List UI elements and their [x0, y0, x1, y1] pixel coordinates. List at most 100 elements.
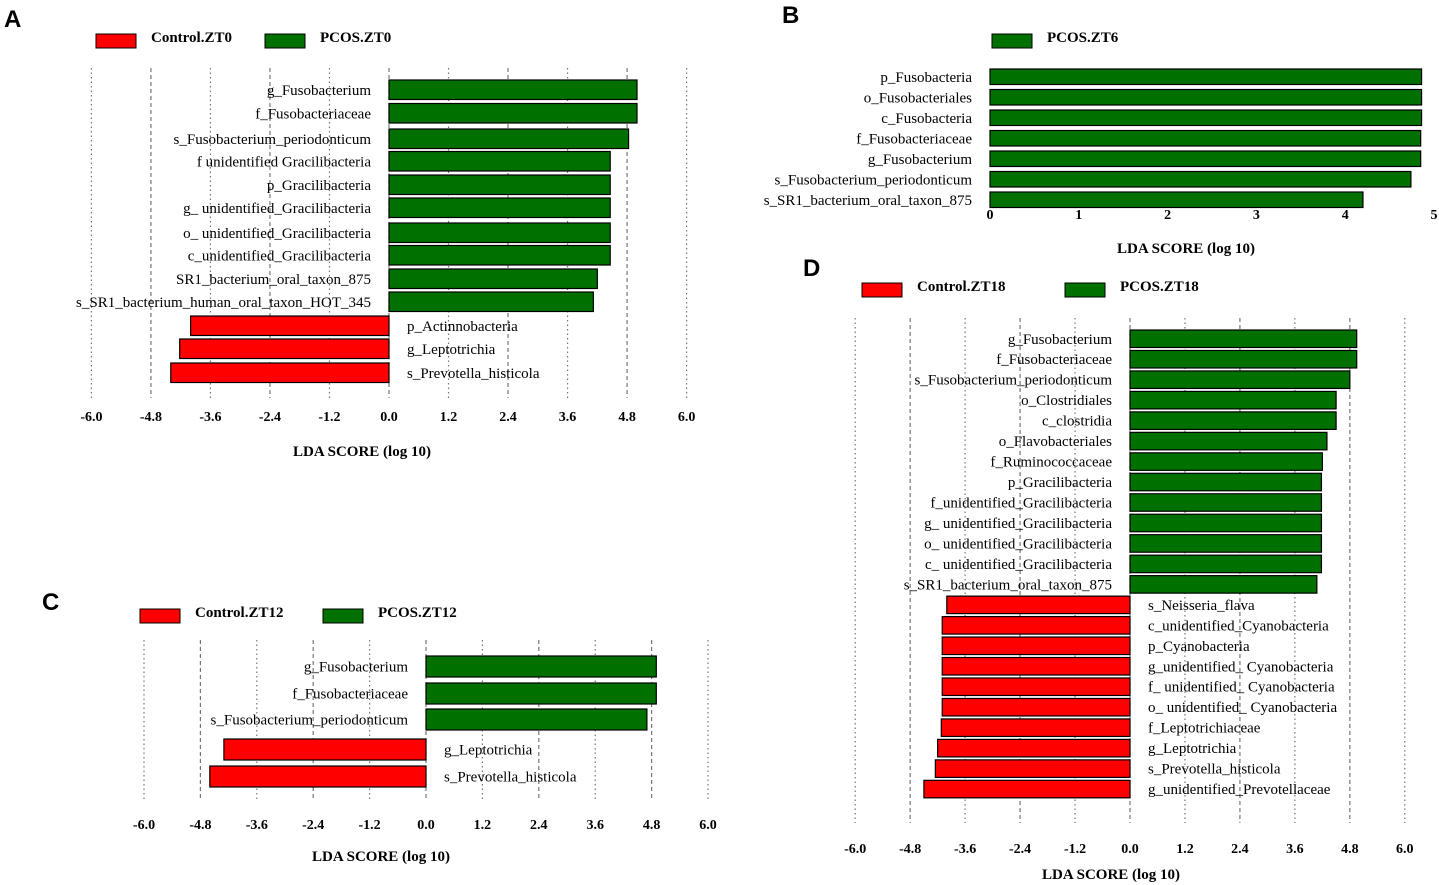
bar: [388, 197, 611, 219]
bar: [425, 682, 657, 705]
legend-label: PCOS.ZT12: [378, 605, 457, 621]
bar: [1129, 370, 1351, 390]
tick-label: -2.4: [302, 818, 324, 833]
legend-swatch: [1064, 282, 1106, 298]
tick-label: 1: [1075, 208, 1082, 223]
tick-label: 3.6: [586, 818, 604, 833]
bar: [1129, 349, 1358, 369]
legend-label: Control.ZT18: [917, 279, 1005, 295]
tick-label: 1.2: [440, 410, 458, 425]
bar-label: s_Fusobacterium_periodonticum: [915, 373, 1113, 389]
bar: [923, 779, 1131, 799]
tick-label: 6.0: [1396, 842, 1414, 857]
bar: [1129, 452, 1323, 471]
tick-label: -2.4: [259, 410, 281, 425]
bar-label: c_Fusobacteria: [881, 111, 972, 127]
bar: [1129, 513, 1323, 533]
bar: [388, 291, 594, 313]
bar: [937, 738, 1131, 758]
tick-label: 3.6: [1286, 842, 1304, 857]
tick-label: 6.0: [678, 410, 696, 425]
tick-label: 4.8: [1341, 842, 1359, 857]
bar-label: c_unidentified_Gracilibacteria: [188, 248, 372, 264]
bar: [425, 708, 648, 731]
bar: [1129, 431, 1328, 451]
tick-label: -3.6: [246, 818, 268, 833]
bar: [223, 738, 427, 761]
bar: [388, 174, 611, 196]
bar: [388, 79, 638, 101]
panel-letter: D: [803, 255, 820, 282]
tick-label: 4.8: [618, 410, 636, 425]
tick-label: 2.4: [530, 818, 548, 833]
bar: [989, 150, 1422, 168]
bar-label: o_Fusobacteriales: [864, 90, 972, 106]
bar: [946, 595, 1131, 615]
panel-c: C Control.ZT12 PCOS.ZT12 g_Fusobacterium f_F…: [42, 589, 717, 865]
bar-label: s_Neisseria_flava: [1148, 598, 1255, 614]
bar: [1129, 329, 1358, 349]
legend-label: PCOS.ZT6: [1047, 30, 1119, 46]
bar-label: f_Fusobacteriaceae: [996, 352, 1112, 368]
bar: [941, 677, 1131, 697]
tick-label: 2: [1164, 208, 1171, 223]
tick-label: -4.8: [189, 818, 211, 833]
bar-label: g_Leptotrichia: [1148, 741, 1237, 757]
bar-label: s_Fusobacterium_periodonticum: [775, 172, 973, 188]
bar-label: p_Gracilibacteria: [1008, 475, 1112, 491]
bar: [941, 615, 1131, 635]
tick-label: 5: [1431, 208, 1438, 223]
bar-label: g_unidentified_Prevotellaceae: [1148, 782, 1331, 798]
bar-label: g_Fusobacterium: [1008, 332, 1112, 348]
bar: [1129, 472, 1323, 492]
legend-label: Control.ZT0: [151, 30, 232, 46]
tick-label: 2.4: [499, 410, 517, 425]
tick-label: 4: [1342, 208, 1349, 223]
bar: [941, 636, 1131, 656]
tick-label: -6.0: [80, 410, 102, 425]
bar-label: c_ unidentified_Gracilibacteria: [925, 557, 1112, 573]
tick-label: 0.0: [1121, 842, 1139, 857]
bar-label: s_SR1_bacterium_oral_taxon_875: [904, 577, 1112, 593]
bar-label: p_Fusobacteria: [880, 70, 972, 86]
legend-label: PCOS.ZT18: [1120, 279, 1199, 295]
tick-label: -6.0: [844, 842, 866, 857]
bar-label: f unidentified Gracilibacteria: [197, 154, 371, 170]
bar: [989, 88, 1423, 106]
bar-label: g_Fusobacterium: [868, 152, 972, 168]
bar-label: g_Fusobacterium: [304, 660, 408, 676]
panel-a: A Control.ZT0 PCOS.ZT0 g_Fusobacterium f_Fus…: [4, 6, 695, 460]
tick-label: -4.8: [140, 410, 162, 425]
bar-label: s_SR1_bacterium_oral_taxon_875: [764, 193, 972, 209]
tick-label: -1.2: [1064, 842, 1086, 857]
bar: [1129, 411, 1337, 430]
bar: [941, 656, 1131, 676]
bar-label: s_SR1_bacterium_human_oral_taxon_HOT_345: [76, 295, 371, 311]
bar: [1129, 534, 1323, 553]
bar-label: g_ unidentified_Gracilibacteria: [924, 516, 1112, 532]
tick-label: 1.2: [1176, 842, 1194, 857]
x-axis-title: LDA SCORE (log 10): [1042, 867, 1180, 883]
x-axis-title: LDA SCORE (log 10): [312, 849, 450, 865]
tick-label: 2.4: [1231, 842, 1249, 857]
bar-label: o_ unidentified_Gracilibacteria: [183, 226, 371, 242]
bar-label: g_Fusobacterium: [267, 83, 371, 99]
bar: [209, 765, 427, 788]
bar-label: s_Fusobacterium_periodonticum: [174, 132, 372, 148]
bar: [388, 128, 630, 150]
tick-label: 3.6: [559, 410, 577, 425]
x-axis-title: LDA SCORE (log 10): [293, 444, 431, 460]
bar: [989, 109, 1423, 127]
bar-label: f_Ruminococcaceae: [990, 455, 1112, 471]
tick-label: 6.0: [699, 818, 717, 833]
tick-label: -3.6: [954, 842, 976, 857]
bar-label: g_unidentified_ Cyanobacteria: [1148, 659, 1334, 675]
bar: [989, 68, 1423, 86]
bar: [388, 222, 611, 244]
bar: [989, 129, 1422, 147]
bar-label: s_Prevotella_histicola: [407, 366, 540, 382]
bar: [1129, 554, 1323, 574]
bar-label: o_ unidentified_Gracilibacteria: [924, 536, 1112, 552]
bar-label: s_Fusobacterium_periodonticum: [211, 713, 409, 729]
